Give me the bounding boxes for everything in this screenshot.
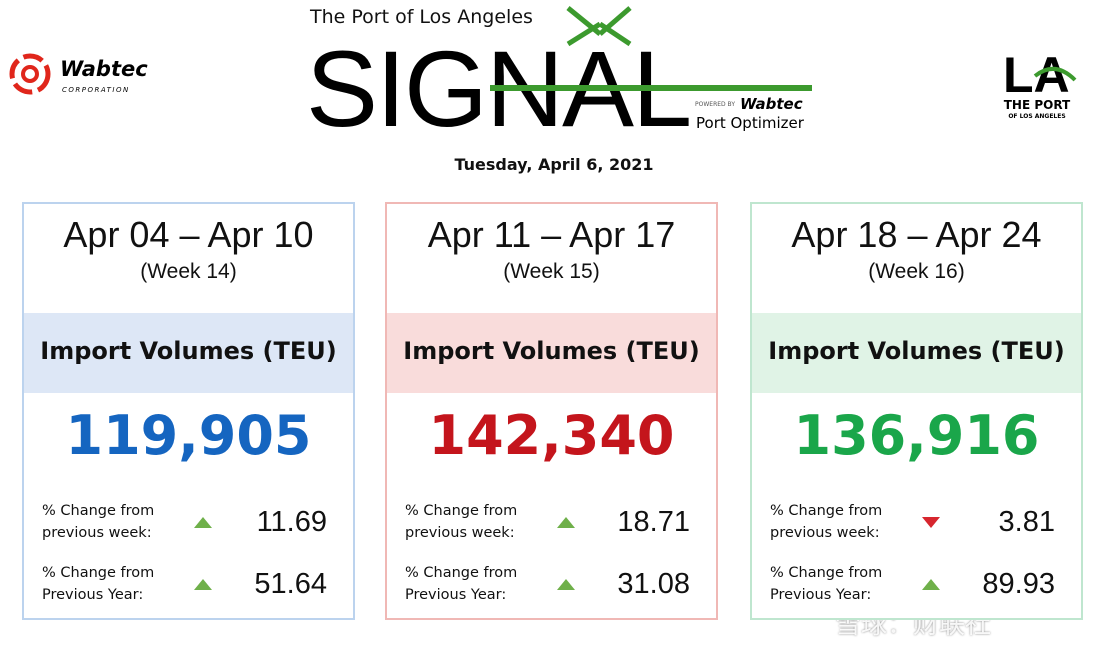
change-label: % Change from Previous Year: (405, 565, 518, 603)
date-range: Apr 04 – Apr 10 (63, 214, 314, 255)
week-card: Apr 18 – Apr 24 (Week 16) Import Volumes (… (750, 202, 1083, 620)
change-value: 18.71 (617, 506, 690, 538)
signal-logo: SIGNAL POWERED BY Wabtec Port Optimizer (306, 6, 812, 134)
import-volume: 142,340 (428, 404, 675, 467)
date-range: Apr 18 – Apr 24 (791, 214, 1042, 255)
week-label: (Week 14) (140, 260, 237, 283)
powered-by: POWERED BY (695, 101, 735, 108)
logo-text: SIGNAL (306, 28, 690, 134)
week-card: Apr 11 – Apr 17 (Week 15) Import Volumes (… (385, 202, 718, 620)
wabtec-name: Wabtec (60, 57, 148, 81)
change-value: 3.81 (998, 506, 1055, 538)
metric-label: Import Volumes (TEU) (40, 337, 337, 365)
up-arrow (194, 517, 212, 528)
up-arrow (922, 579, 940, 590)
up-arrow (557, 517, 575, 528)
change-value: 31.08 (617, 568, 690, 600)
la-swoosh (1033, 67, 1077, 82)
metric-label: Import Volumes (TEU) (403, 337, 700, 365)
change-label: % Change from previous week: (770, 503, 883, 541)
metric-band (752, 313, 1081, 393)
metric-label: Import Volumes (TEU) (768, 337, 1065, 365)
week-card: Apr 04 – Apr 10 (Week 14) Import Volumes (… (22, 202, 355, 620)
change-label: % Change from previous week: (405, 503, 518, 541)
change-label: % Change from Previous Year: (42, 565, 155, 603)
change-value: 11.69 (256, 506, 327, 538)
wabtec-subtitle: CORPORATION (62, 86, 130, 94)
change-value: 51.64 (254, 568, 327, 600)
date-range: Apr 11 – Apr 17 (427, 214, 676, 255)
week-label: (Week 16) (868, 260, 965, 283)
logo-cross (566, 6, 632, 47)
up-arrow (557, 579, 575, 590)
metric-band (387, 313, 716, 393)
import-volume: 119,905 (65, 404, 312, 467)
change-value: 89.93 (982, 568, 1055, 600)
change-label: % Change from previous week: (42, 503, 155, 541)
sponsor: Wabtec (740, 95, 803, 113)
product: Port Optimizer (696, 114, 805, 132)
up-arrow (194, 579, 212, 590)
la-name: THE PORT (1004, 98, 1071, 112)
date: Tuesday, April 6, 2021 (454, 155, 654, 174)
week-label: (Week 15) (503, 260, 600, 283)
metric-band (24, 313, 353, 393)
wabtec-logo: Wabtec CORPORATION (9, 53, 148, 95)
change-label: % Change from Previous Year: (770, 565, 883, 603)
down-arrow (922, 517, 940, 528)
la-subtitle: OF LOS ANGELES (1008, 113, 1065, 120)
logo-ring (9, 53, 51, 95)
port-la-logo: LA THE PORT OF LOS ANGELES (1003, 47, 1077, 120)
port-title: The Port of Los Angeles (310, 6, 533, 28)
import-volume: 136,916 (793, 404, 1040, 467)
logo-ring (21, 65, 39, 83)
